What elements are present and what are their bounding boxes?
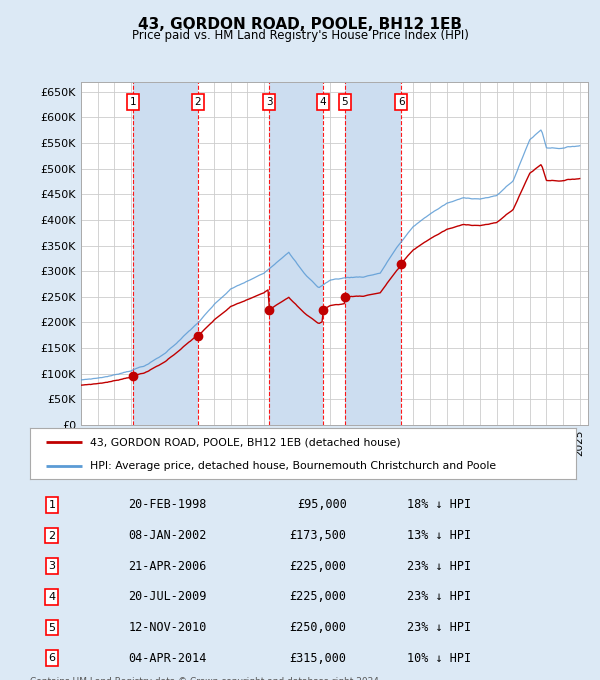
Text: 6: 6 xyxy=(398,97,404,107)
Text: 2: 2 xyxy=(48,530,55,541)
Text: 43, GORDON ROAD, POOLE, BH12 1EB (detached house): 43, GORDON ROAD, POOLE, BH12 1EB (detach… xyxy=(90,437,401,447)
Text: Contains HM Land Registry data © Crown copyright and database right 2024.
This d: Contains HM Land Registry data © Crown c… xyxy=(30,677,382,680)
Text: £315,000: £315,000 xyxy=(290,651,347,665)
Text: 21-APR-2006: 21-APR-2006 xyxy=(128,560,206,573)
Text: £225,000: £225,000 xyxy=(290,560,347,573)
Text: £173,500: £173,500 xyxy=(290,529,347,542)
Text: 3: 3 xyxy=(266,97,272,107)
Bar xyxy=(269,82,323,425)
Text: Price paid vs. HM Land Registry's House Price Index (HPI): Price paid vs. HM Land Registry's House … xyxy=(131,29,469,41)
Text: 4: 4 xyxy=(48,592,55,602)
Text: 5: 5 xyxy=(341,97,348,107)
Text: 20-JUL-2009: 20-JUL-2009 xyxy=(128,590,206,603)
Text: £225,000: £225,000 xyxy=(290,590,347,603)
Text: 04-APR-2014: 04-APR-2014 xyxy=(128,651,206,665)
Text: 12-NOV-2010: 12-NOV-2010 xyxy=(128,621,206,634)
Text: 1: 1 xyxy=(49,500,55,510)
Text: 23% ↓ HPI: 23% ↓ HPI xyxy=(407,590,471,603)
Text: 13% ↓ HPI: 13% ↓ HPI xyxy=(407,529,471,542)
Text: 6: 6 xyxy=(49,653,55,663)
Text: £95,000: £95,000 xyxy=(297,498,347,511)
Text: 3: 3 xyxy=(49,561,55,571)
Text: £250,000: £250,000 xyxy=(290,621,347,634)
Text: 1: 1 xyxy=(130,97,136,107)
Bar xyxy=(345,82,401,425)
Text: 43, GORDON ROAD, POOLE, BH12 1EB: 43, GORDON ROAD, POOLE, BH12 1EB xyxy=(138,17,462,32)
Text: 5: 5 xyxy=(49,623,55,632)
Bar xyxy=(133,82,198,425)
Text: 08-JAN-2002: 08-JAN-2002 xyxy=(128,529,206,542)
Text: HPI: Average price, detached house, Bournemouth Christchurch and Poole: HPI: Average price, detached house, Bour… xyxy=(90,460,496,471)
Text: 4: 4 xyxy=(320,97,326,107)
Text: 2: 2 xyxy=(194,97,201,107)
Text: 20-FEB-1998: 20-FEB-1998 xyxy=(128,498,206,511)
Text: 23% ↓ HPI: 23% ↓ HPI xyxy=(407,621,471,634)
Text: 23% ↓ HPI: 23% ↓ HPI xyxy=(407,560,471,573)
Text: 18% ↓ HPI: 18% ↓ HPI xyxy=(407,498,471,511)
Text: 10% ↓ HPI: 10% ↓ HPI xyxy=(407,651,471,665)
